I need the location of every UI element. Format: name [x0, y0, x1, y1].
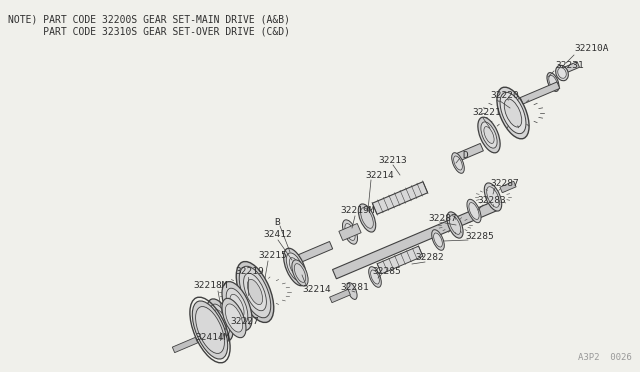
Ellipse shape	[222, 298, 246, 338]
Text: B: B	[274, 218, 280, 227]
Text: 32210A: 32210A	[574, 44, 609, 52]
Ellipse shape	[292, 260, 308, 286]
Ellipse shape	[286, 253, 304, 281]
Text: 32219: 32219	[235, 267, 264, 276]
Text: 32227: 32227	[230, 317, 259, 327]
Polygon shape	[520, 82, 560, 104]
Polygon shape	[339, 224, 361, 241]
Text: 32218M: 32218M	[193, 280, 227, 289]
Text: 32220: 32220	[490, 90, 519, 99]
Text: 32219M: 32219M	[340, 205, 374, 215]
Text: PART CODE 32310S GEAR SET-OVER DRIVE (C&D): PART CODE 32310S GEAR SET-OVER DRIVE (C&…	[8, 26, 290, 36]
Ellipse shape	[207, 299, 233, 341]
Ellipse shape	[449, 216, 461, 234]
Ellipse shape	[484, 126, 494, 144]
Ellipse shape	[225, 304, 243, 332]
Ellipse shape	[345, 224, 355, 240]
Text: 32414M: 32414M	[195, 334, 230, 343]
Text: 32285: 32285	[372, 267, 401, 276]
Ellipse shape	[467, 199, 481, 223]
Ellipse shape	[432, 230, 444, 250]
Text: 32221: 32221	[472, 108, 500, 116]
Ellipse shape	[434, 233, 442, 247]
Ellipse shape	[289, 258, 301, 276]
Polygon shape	[500, 181, 516, 193]
Ellipse shape	[214, 310, 227, 330]
Ellipse shape	[500, 92, 526, 134]
Ellipse shape	[236, 262, 274, 323]
Ellipse shape	[504, 99, 522, 127]
Ellipse shape	[486, 187, 499, 207]
Polygon shape	[372, 182, 428, 214]
Ellipse shape	[248, 279, 262, 305]
Ellipse shape	[371, 270, 380, 284]
Polygon shape	[561, 62, 579, 74]
Ellipse shape	[447, 212, 463, 238]
Ellipse shape	[484, 183, 502, 211]
Ellipse shape	[556, 65, 568, 81]
Ellipse shape	[284, 248, 307, 286]
Ellipse shape	[469, 203, 479, 219]
Polygon shape	[330, 289, 350, 303]
Text: A3P2  0026: A3P2 0026	[579, 353, 632, 362]
Ellipse shape	[481, 122, 497, 148]
Polygon shape	[172, 337, 198, 353]
Ellipse shape	[548, 76, 557, 89]
Ellipse shape	[497, 87, 529, 139]
Ellipse shape	[196, 307, 225, 353]
Ellipse shape	[230, 294, 244, 318]
Ellipse shape	[557, 68, 566, 78]
Text: NOTE) PART CODE 32200S GEAR SET-MAIN DRIVE (A&B): NOTE) PART CODE 32200S GEAR SET-MAIN DRI…	[8, 14, 290, 24]
Text: 32283: 32283	[477, 196, 506, 205]
Text: 32281: 32281	[340, 282, 369, 292]
Ellipse shape	[222, 282, 252, 330]
Text: 32231: 32231	[555, 61, 584, 70]
Text: 32287: 32287	[428, 214, 457, 222]
Ellipse shape	[226, 288, 248, 324]
Polygon shape	[333, 201, 497, 279]
Ellipse shape	[454, 156, 462, 170]
Text: 32214: 32214	[365, 170, 394, 180]
Text: 32213: 32213	[378, 155, 407, 164]
Polygon shape	[298, 241, 333, 263]
Text: D: D	[462, 151, 468, 160]
Polygon shape	[452, 144, 483, 163]
Ellipse shape	[452, 153, 464, 173]
Text: 32215: 32215	[258, 250, 287, 260]
Ellipse shape	[244, 273, 266, 311]
Ellipse shape	[369, 267, 381, 287]
Ellipse shape	[192, 301, 228, 359]
Text: 32287: 32287	[490, 179, 519, 187]
Text: 32282: 32282	[415, 253, 444, 263]
Polygon shape	[377, 246, 423, 274]
Ellipse shape	[239, 266, 271, 318]
Ellipse shape	[547, 73, 559, 92]
Text: 32285: 32285	[465, 231, 493, 241]
Text: 32412: 32412	[263, 230, 292, 238]
Text: 32214: 32214	[302, 285, 331, 295]
Ellipse shape	[294, 264, 306, 282]
Ellipse shape	[478, 117, 500, 153]
Ellipse shape	[342, 220, 358, 244]
Ellipse shape	[358, 204, 376, 232]
Ellipse shape	[361, 208, 373, 228]
Ellipse shape	[347, 283, 357, 299]
Ellipse shape	[211, 304, 230, 336]
